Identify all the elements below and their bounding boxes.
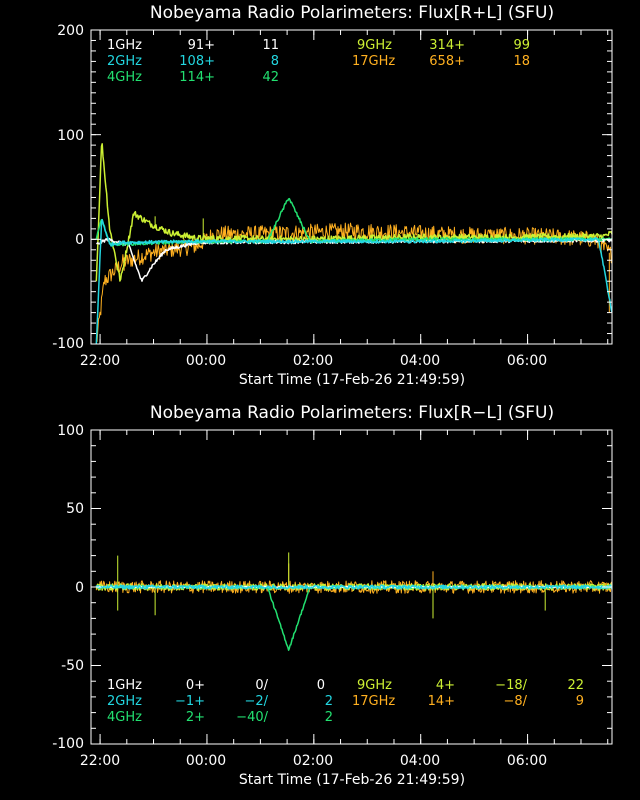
x-tick-label: 22:00 <box>80 753 120 769</box>
legend-base: 0+ <box>186 678 205 693</box>
y-tick-label: 0 <box>75 232 84 248</box>
legend-ratio: −8/ <box>503 694 527 709</box>
legend-base: 658+ <box>429 54 465 69</box>
x-tick-label: 04:00 <box>400 353 440 369</box>
legend-value: 8 <box>271 54 279 69</box>
legend-entry-4ghz: 4GHz 114+ 42 <box>107 70 279 85</box>
legend-band: 9GHz <box>357 38 392 53</box>
legend-base: 14+ <box>428 694 455 709</box>
legend-value: 2 <box>325 710 333 725</box>
legend-base: −1+ <box>175 694 205 709</box>
legend-entry-4ghz: 4GHz 2+ −40/ 2 <box>107 710 333 725</box>
x-axis-title: Start Time (17-Feb-26 21:49:59) <box>239 372 465 388</box>
legend: 1GHz 0+ 0/ 0 2GHz −1+ −2/ 2 4GHz 2+ −40/… <box>107 678 584 725</box>
legend-value: 2 <box>325 694 333 709</box>
plot-frame <box>90 29 613 345</box>
legend-value: 0 <box>317 678 325 693</box>
legend-band: 2GHz <box>107 54 142 69</box>
chart-total-flux: Nobeyama Radio Polarimeters: Flux[R+L] (… <box>52 3 613 388</box>
legend-band: 4GHz <box>107 70 142 85</box>
legend-ratio: −18/ <box>495 678 527 693</box>
legend-value: 99 <box>513 38 530 53</box>
series-line-2ghz <box>95 584 613 590</box>
legend-band: 9GHz <box>357 678 392 693</box>
x-tick-label: 06:00 <box>507 353 547 369</box>
legend-base: 2+ <box>186 710 205 725</box>
legend-ratio: −40/ <box>236 710 268 725</box>
legend: 1GHz 91+ 11 2GHz 108+ 8 4GHz 114+ 42 9GH… <box>107 38 530 85</box>
x-tick-label: 04:00 <box>400 753 440 769</box>
legend-value: 18 <box>513 54 530 69</box>
y-tick-label: 0 <box>75 580 84 596</box>
series-line-4ghz <box>95 584 613 651</box>
legend-value: 11 <box>262 38 279 53</box>
y-tick-label: -50 <box>61 658 84 674</box>
tick-marks <box>91 29 612 345</box>
legend-entry-17ghz: 17GHz 658+ 18 <box>352 54 530 69</box>
legend-ratio: −2/ <box>244 694 268 709</box>
legend-band: 17GHz <box>352 694 395 709</box>
y-tick-label: 50 <box>66 501 84 517</box>
series-line-2ghz <box>95 219 613 344</box>
y-tick-label: -100 <box>52 736 84 752</box>
legend-entry-1ghz: 1GHz 0+ 0/ 0 <box>107 678 325 693</box>
legend-entry-17ghz: 17GHz 14+ −8/ 9 <box>352 694 584 709</box>
legend-band: 2GHz <box>107 694 142 709</box>
legend-band: 1GHz <box>107 678 142 693</box>
legend-value: 42 <box>262 70 279 85</box>
legend-value: 22 <box>567 678 584 693</box>
series-group <box>95 552 613 651</box>
x-tick-label: 02:00 <box>293 753 333 769</box>
series-line-9ghz <box>95 143 613 282</box>
legend-base: 114+ <box>179 70 215 85</box>
legend-ratio: 0/ <box>255 678 268 693</box>
x-tick-label: 06:00 <box>507 753 547 769</box>
chart-polarization-flux: Nobeyama Radio Polarimeters: Flux[R−L] (… <box>52 403 613 788</box>
x-tick-label: 00:00 <box>186 753 226 769</box>
legend-entry-9ghz: 9GHz 314+ 99 <box>357 38 530 53</box>
chart-title: Nobeyama Radio Polarimeters: Flux[R+L] (… <box>150 3 554 23</box>
x-tick-label: 22:00 <box>80 353 120 369</box>
legend-entry-1ghz: 1GHz 91+ 11 <box>107 38 279 53</box>
y-tick-label: -100 <box>52 336 84 352</box>
legend-band: 17GHz <box>352 54 395 69</box>
legend-entry-2ghz: 2GHz 108+ 8 <box>107 54 279 69</box>
series-line-1ghz <box>96 237 613 282</box>
y-tick-label: 100 <box>57 423 84 439</box>
x-tick-label: 02:00 <box>293 353 333 369</box>
legend-entry-9ghz: 9GHz 4+ −18/ 22 <box>357 678 584 693</box>
x-axis-title: Start Time (17-Feb-26 21:49:59) <box>239 772 465 788</box>
legend-base: 108+ <box>179 54 215 69</box>
legend-band: 1GHz <box>107 38 142 53</box>
legend-base: 314+ <box>429 38 465 53</box>
y-tick-label: 200 <box>57 23 84 39</box>
legend-value: 9 <box>576 694 584 709</box>
legend-entry-2ghz: 2GHz −1+ −2/ 2 <box>107 694 333 709</box>
chart-title: Nobeyama Radio Polarimeters: Flux[R−L] (… <box>150 403 554 423</box>
legend-band: 4GHz <box>107 710 142 725</box>
x-tick-label: 00:00 <box>186 353 226 369</box>
legend-base: 91+ <box>188 38 215 53</box>
legend-base: 4+ <box>436 678 455 693</box>
series-group <box>95 143 613 344</box>
tick-marks <box>91 429 612 745</box>
y-tick-label: 100 <box>57 128 84 144</box>
